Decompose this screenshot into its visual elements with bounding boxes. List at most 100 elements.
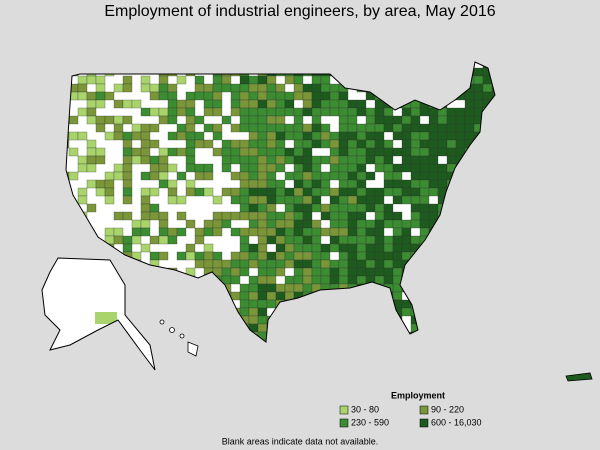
area [248, 123, 259, 133]
area [329, 275, 340, 285]
area [293, 219, 304, 229]
area [284, 155, 295, 165]
area [428, 155, 439, 165]
area [221, 83, 232, 93]
area [302, 275, 313, 285]
area [113, 227, 124, 237]
area [302, 251, 313, 261]
area [302, 163, 313, 173]
area [311, 267, 322, 277]
area [329, 147, 340, 157]
area [203, 91, 214, 101]
area [320, 179, 331, 189]
area [176, 75, 187, 85]
area [104, 115, 115, 125]
area [374, 259, 385, 269]
area [374, 275, 385, 285]
area [185, 251, 196, 261]
area [221, 155, 232, 165]
area [401, 147, 412, 157]
area [248, 203, 259, 213]
area [320, 155, 331, 165]
area [248, 307, 259, 317]
area [455, 131, 466, 141]
area [167, 227, 178, 237]
area [275, 179, 286, 189]
area [239, 123, 250, 133]
area [302, 283, 313, 293]
area [311, 115, 322, 125]
area [239, 147, 250, 157]
area [284, 211, 295, 221]
area [401, 107, 412, 117]
area [338, 211, 349, 221]
area [410, 139, 421, 149]
area [473, 99, 484, 109]
area [176, 211, 187, 221]
area [293, 75, 304, 85]
area [374, 107, 385, 117]
area [248, 163, 259, 173]
area [275, 115, 286, 125]
area [95, 179, 106, 189]
area [131, 219, 142, 229]
area [410, 107, 421, 117]
area [464, 107, 475, 117]
area [374, 155, 385, 165]
area [248, 283, 259, 293]
area [329, 187, 340, 197]
area [239, 99, 250, 109]
area [374, 147, 385, 157]
area [392, 227, 403, 237]
area [392, 243, 403, 253]
area [293, 243, 304, 253]
area [176, 107, 187, 117]
area [248, 187, 259, 197]
area [374, 235, 385, 245]
area [383, 219, 394, 229]
area [311, 195, 322, 205]
area [140, 203, 151, 213]
area [383, 267, 394, 277]
area [329, 139, 340, 149]
area [356, 99, 367, 109]
area [257, 227, 268, 237]
area [131, 99, 142, 109]
area [284, 203, 295, 213]
area [338, 123, 349, 133]
area [302, 243, 313, 253]
area [194, 139, 205, 149]
area [122, 131, 133, 141]
area [275, 187, 286, 197]
area [302, 195, 313, 205]
area [347, 227, 358, 237]
area [311, 187, 322, 197]
area [149, 107, 160, 117]
area [95, 147, 106, 157]
area [203, 187, 214, 197]
legend-label: 230 - 590 [351, 417, 389, 427]
area [257, 211, 268, 221]
area [338, 195, 349, 205]
area [266, 275, 277, 285]
area [194, 259, 205, 269]
area [302, 211, 313, 221]
area [140, 147, 151, 157]
area [167, 83, 178, 93]
area [365, 259, 376, 269]
area [257, 307, 268, 317]
area [248, 171, 259, 181]
area [437, 115, 448, 125]
area [356, 251, 367, 261]
area [275, 267, 286, 277]
area [257, 283, 268, 293]
area [374, 243, 385, 253]
area [320, 211, 331, 221]
area [86, 91, 97, 101]
area [68, 131, 79, 141]
area [185, 187, 196, 197]
area [302, 155, 313, 165]
area [149, 91, 160, 101]
island [159, 319, 165, 325]
area [77, 187, 88, 197]
